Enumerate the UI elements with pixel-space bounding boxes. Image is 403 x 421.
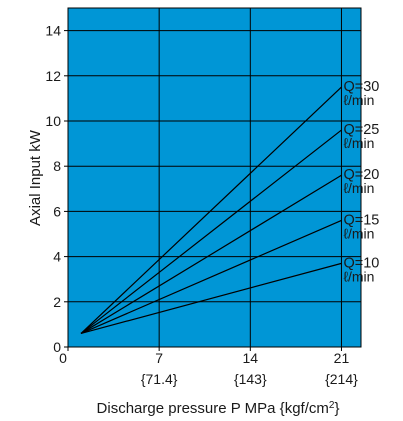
series-label-name: Q=20	[343, 167, 379, 183]
series-label-name: Q=30	[343, 79, 379, 95]
series-label-unit: ℓ/min	[343, 268, 374, 284]
x-axis-label-superscript: 2	[329, 400, 335, 411]
series-line	[80, 262, 342, 335]
series-line	[80, 219, 342, 334]
series-labels: Q=10ℓ/minQ=15ℓ/minQ=20ℓ/minQ=25ℓ/minQ=30…	[343, 79, 379, 284]
x-tick-label: 21	[334, 350, 350, 366]
y-axis-label: Axial Input kW	[27, 129, 44, 226]
x-tick-sublabel: {214}	[325, 371, 358, 387]
y-tick-label: 8	[53, 158, 61, 174]
series-label-name: Q=25	[343, 122, 379, 138]
x-axis-label: Discharge pressure P MPa {kgf/cm2}	[97, 400, 340, 418]
series-line	[80, 129, 342, 334]
x-axis-label-main: Discharge pressure P MPa {kgf/cm	[97, 400, 329, 417]
y-tick-label: 12	[45, 68, 61, 84]
grid-lines	[68, 8, 361, 347]
series-label-unit: ℓ/min	[343, 92, 374, 108]
x-tick-label: 14	[243, 350, 259, 366]
x-tick-sublabel: {143}	[234, 371, 267, 387]
x-axis-label-tail: }	[334, 400, 339, 417]
y-tick-label: 2	[53, 294, 61, 310]
plot-area-background	[67, 7, 362, 348]
x-tick-label: 7	[155, 350, 163, 366]
series-label-name: Q=10	[343, 255, 379, 271]
y-tick-label: 14	[45, 23, 61, 39]
y-tick-label: 6	[53, 203, 61, 219]
y-tick-label: 10	[45, 113, 61, 129]
series-label-unit: ℓ/min	[343, 135, 374, 151]
x-tick-sublabel: {71.4}	[141, 371, 178, 387]
series-line	[80, 174, 342, 334]
series-label-name: Q=15	[343, 212, 379, 228]
series-label-unit: ℓ/min	[343, 180, 374, 196]
y-tick-label: 4	[53, 249, 61, 265]
y-tick-labels: 0 2 4 6 8 10 12 14	[45, 23, 68, 355]
series-lines	[80, 86, 342, 335]
x-tick-labels: 0 7 {71.4} 14 {143} 21 {214}	[59, 347, 358, 387]
x-tick-label: 0	[59, 350, 67, 366]
y-tick-label: 0	[53, 339, 61, 355]
series-label-unit: ℓ/min	[343, 225, 374, 241]
series-line	[80, 86, 342, 334]
